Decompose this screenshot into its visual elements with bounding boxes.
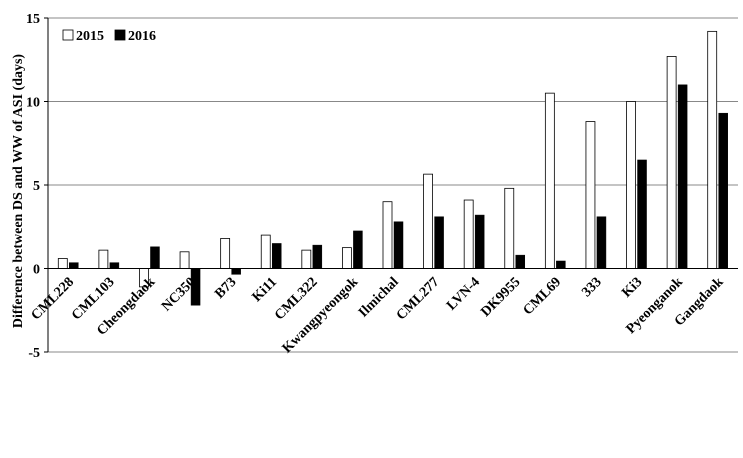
bar-2015-cml69 [544,92,555,269]
y-tick-label: -5 [28,346,40,361]
x-category-label: CML277 [394,275,443,324]
x-category-label: B73 [212,275,239,302]
y-tick-label: 0 [33,263,40,278]
bar-2015-cml103 [98,249,109,269]
x-category-label: LVN-4 [444,275,483,314]
axes [44,17,738,353]
legend-swatch-2016 [114,29,126,41]
bar-2015-cml322 [301,249,312,269]
bar-2016-cml103 [109,262,120,269]
y-tick-label: 5 [33,179,40,194]
bar-2015-cml228 [57,258,68,269]
bar-2015-gangdaok [707,30,718,269]
bar-2016-b73 [231,268,241,275]
legend-swatch-2015 [62,29,74,41]
bar-2016-lvn-4 [474,214,485,269]
bar-2016-333 [596,216,607,269]
bar-2015-ki3 [626,101,636,269]
bar-2016-cml277 [434,216,444,269]
x-category-label: CML228 [29,275,78,324]
bar-2016-kwangpyeongok [353,230,363,269]
y-axis-title: Difference between DS and WW of ASI (day… [11,54,26,329]
x-category-label: 333 [579,275,604,300]
bar-2015-cml277 [423,173,433,269]
x-category-label: Ki11 [250,275,280,305]
bar-2015-333 [585,121,596,269]
bar-2016-cml228 [69,262,79,269]
bar-2015-lvn-4 [463,199,474,269]
y-tick-label: 15 [26,12,40,27]
bar-2016-cml322 [312,244,323,269]
x-category-label: CML69 [521,275,565,319]
bar-2015-nc350 [179,251,190,269]
x-category-label: Kwangpyeongok [280,275,362,357]
x-category-label: Ki3 [619,275,645,301]
bar-2016-pyeonganok [677,84,688,269]
bar-2016-dk9955 [515,254,526,269]
legend-label-2015: 2015 [76,29,104,44]
bar-2015-dk9955 [504,187,515,269]
bar-2015-ki11 [260,234,271,269]
bar-2016-ki3 [637,159,647,269]
bar-2016-cml69 [556,260,566,269]
bar-2015-kwangpyeongok [342,247,352,269]
gridlines [48,17,738,353]
y-tick-label: 10 [26,96,40,111]
bars [57,30,728,306]
legend-label-2016: 2016 [128,29,156,44]
bar-2016-gangdaok [718,112,728,269]
bar-2016-cheongdaok [150,246,160,269]
bar-2015-pyeonganok [666,56,677,269]
bar-2015-ilmichal [382,201,393,269]
bar-2016-ilmichal [393,221,404,269]
bar-2016-ki11 [271,243,282,269]
legend: 2015 2016 [62,29,156,44]
x-category-label: DK9955 [478,275,523,320]
y-tick-labels: -5 0 5 10 15 [26,12,40,361]
bar-2015-b73 [220,238,231,269]
